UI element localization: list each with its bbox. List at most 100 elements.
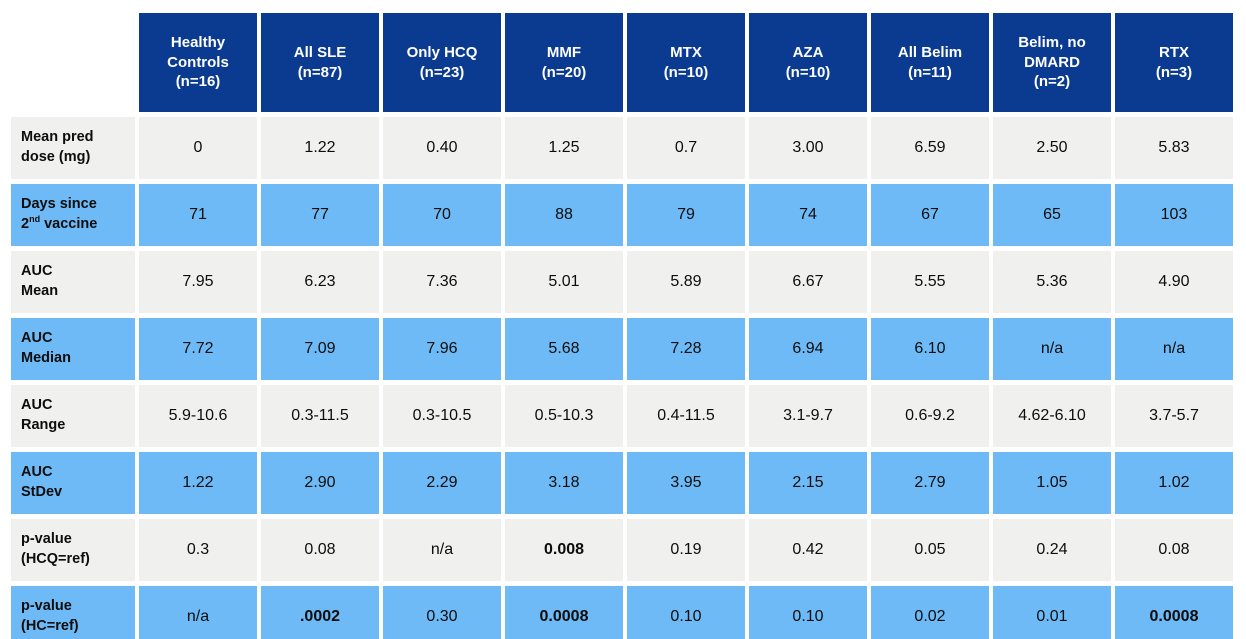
table-row: p-value (HCQ=ref) 0.3 0.08 n/a 0.008 0.19 0.42 0… [11,519,1233,581]
cell: 0.5-10.3 [505,385,623,447]
table-header: Healthy Controls (n=16) All SLE (n=87) Only … [11,13,1233,112]
cell: 5.36 [993,251,1111,313]
cell: 7.36 [383,251,501,313]
cell: 0.0008 [1115,586,1233,639]
column-header: Healthy Controls (n=16) [139,13,257,112]
cell: 0.6-9.2 [871,385,989,447]
row-label-line2: (HC=ref) [21,617,131,637]
cell: 0 [139,117,257,179]
cell: 0.02 [871,586,989,639]
cell: 65 [993,184,1111,246]
row-label: AUC Mean [11,251,135,313]
row-label-line1: AUC [21,464,53,481]
row-label-line2: dose (mg) [21,148,131,168]
row-label: AUC StDev [11,452,135,514]
row-label: AUC Median [11,318,135,380]
row-label-line2-text: Median [21,350,71,366]
row-label-line1: Mean pred [21,129,94,146]
row-label-line1: AUC [21,330,53,347]
cell: 0.30 [383,586,501,639]
column-header-n: (n=10) [785,63,831,81]
column-header-n: (n=23) [419,63,465,81]
cell: 0.08 [1115,519,1233,581]
cell: 0.24 [993,519,1111,581]
cell: 0.19 [627,519,745,581]
table-body: Mean pred dose (mg) 0 1.22 0.40 1.25 0.7 3.00 6.… [11,117,1233,639]
row-label-line2-text: Mean [21,283,59,299]
cell: 6.67 [749,251,867,313]
cell: 5.01 [505,251,623,313]
row-label-line1: Days since [21,196,97,213]
cell: 1.22 [261,117,379,179]
cell: 0.42 [749,519,867,581]
column-header-n: (n=3) [1155,63,1193,81]
row-label: Days since 2nd vaccine [11,184,135,246]
table-row: p-value (HC=ref) n/a .0002 0.30 0.0008 0.10 0.1… [11,586,1233,639]
table-row: AUC Range 5.9-10.6 0.3-11.5 0.3-10.5 0.5-10.3… [11,385,1233,447]
column-header-n: (n=10) [663,63,709,81]
column-header-name: All SLE [293,44,347,61]
cell: 103 [1115,184,1233,246]
column-header-name: All Belim [897,44,963,61]
column-header-n: (n=11) [908,63,952,81]
cell: 4.62-6.10 [993,385,1111,447]
row-label-line1: p-value [21,531,72,548]
cell: 0.40 [383,117,501,179]
cell: 6.59 [871,117,989,179]
column-header: RTX (n=3) [1115,13,1233,112]
row-label-line2-text: Range [21,417,66,433]
column-header-name: Only HCQ [406,44,478,61]
cell: 0.4-11.5 [627,385,745,447]
row-label-line2: (HCQ=ref) [21,550,131,570]
corner-cell [11,13,135,112]
cell: 2.50 [993,117,1111,179]
header-row: Healthy Controls (n=16) All SLE (n=87) Only … [11,13,1233,112]
cell: 2.29 [383,452,501,514]
row-label-superscript: nd [29,214,41,225]
column-header-n: (n=16) [175,73,221,91]
cell: 0.7 [627,117,745,179]
cell: 4.90 [1115,251,1233,313]
cell: 1.02 [1115,452,1233,514]
column-header: All Belim (n=11) [871,13,989,112]
column-header: All SLE (n=87) [261,13,379,112]
cell: 5.55 [871,251,989,313]
column-header-name: RTX [1159,44,1189,61]
row-label-line2-post: vaccine [40,216,98,232]
cell: 1.05 [993,452,1111,514]
column-header-name: MTX [670,44,702,61]
column-header-n: (n=2) [1033,73,1071,91]
cell: n/a [139,586,257,639]
cell: 0.10 [749,586,867,639]
row-label-line1: AUC [21,397,53,414]
row-label-line2: Median [21,349,131,369]
cell: 0.3-10.5 [383,385,501,447]
row-label-line2: Range [21,416,131,436]
table-row: Days since 2nd vaccine 71 77 70 88 79 74 67 65 103 [11,184,1233,246]
row-label-line1: p-value [21,598,72,615]
cell: 3.18 [505,452,623,514]
cell: 0.05 [871,519,989,581]
cell: 74 [749,184,867,246]
column-header: Only HCQ (n=23) [383,13,501,112]
cell: 71 [139,184,257,246]
row-label-line2-text: (HCQ=ref) [21,551,90,567]
column-header-name: Healthy Controls [167,34,229,71]
cell: 2.15 [749,452,867,514]
cell: 7.96 [383,318,501,380]
cell: 2.79 [871,452,989,514]
cell: 7.28 [627,318,745,380]
column-header-n: (n=20) [541,63,587,81]
column-header: AZA (n=10) [749,13,867,112]
cell: 5.68 [505,318,623,380]
cell: 2.90 [261,452,379,514]
cell: 0.3 [139,519,257,581]
cell: 0.01 [993,586,1111,639]
row-label-line2-text: dose (mg) [21,149,91,165]
row-label: p-value (HCQ=ref) [11,519,135,581]
row-label-line2: 2nd vaccine [21,215,131,235]
cell: 7.95 [139,251,257,313]
cell: 0.0008 [505,586,623,639]
column-header-name: AZA [792,44,824,61]
cell: 3.95 [627,452,745,514]
